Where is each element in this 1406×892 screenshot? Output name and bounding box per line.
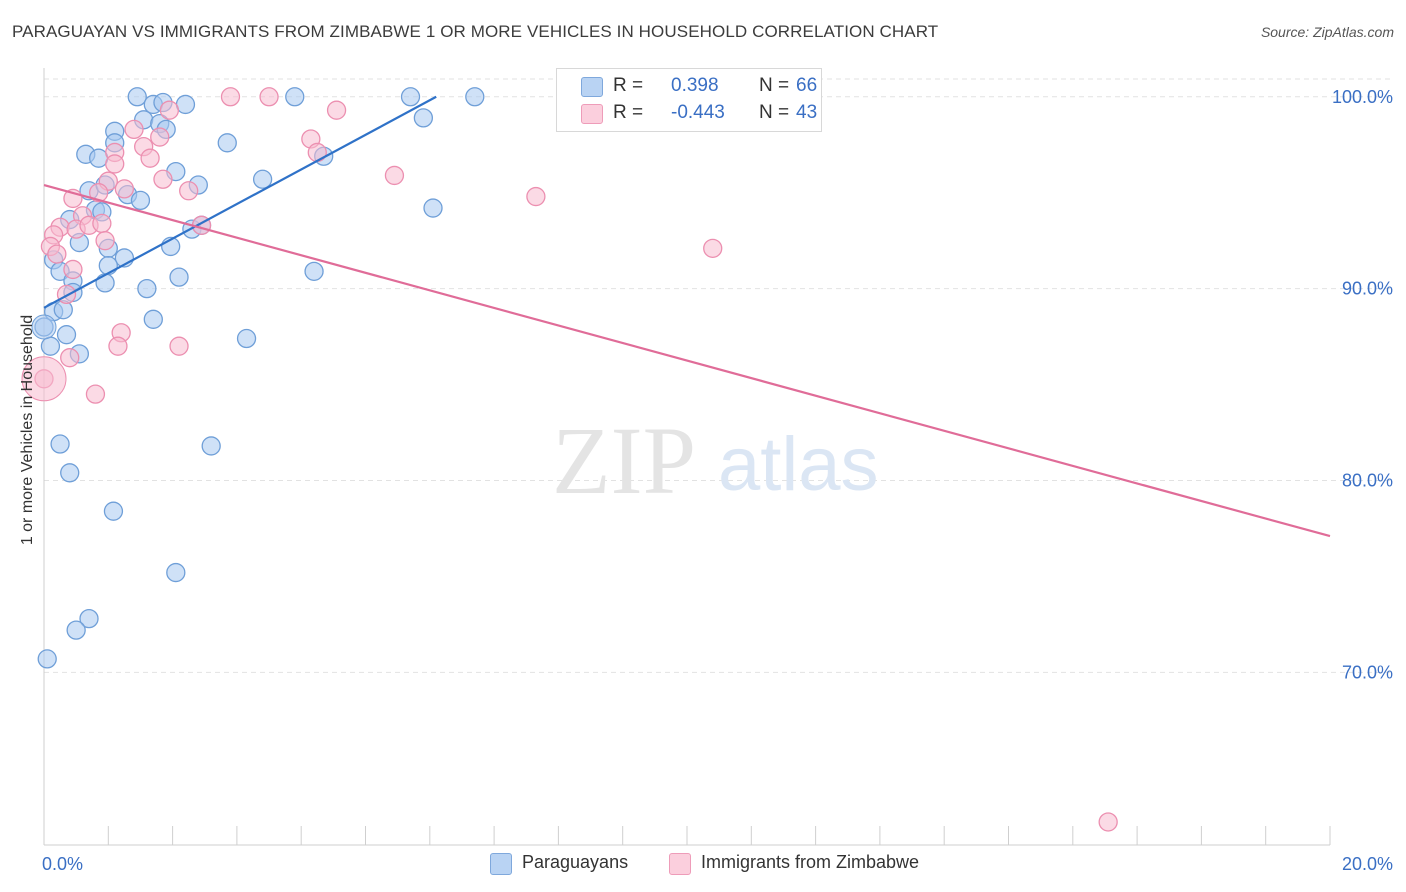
point-paraguayan <box>31 314 57 340</box>
point-paraguayan <box>400 87 421 107</box>
point-paraguayan <box>413 108 434 128</box>
point-zimbabwe <box>124 119 144 140</box>
point-zimbabwe <box>89 183 109 203</box>
trend-layer <box>43 95 1331 538</box>
point-zimbabwe <box>220 87 241 107</box>
point-paraguayan <box>175 94 196 115</box>
point-zimbabwe <box>114 179 135 199</box>
legend-r-value: 0.398 <box>671 75 719 96</box>
point-paraguayan <box>40 336 61 356</box>
legend-r-value: -0.443 <box>671 102 725 123</box>
point-zimbabwe <box>179 181 199 201</box>
point-zimbabwe <box>259 87 279 107</box>
legend-n-label: N = <box>759 75 790 96</box>
legend-swatch-pink <box>581 104 603 124</box>
y-tick-label: 70.0% <box>1342 662 1393 682</box>
x-tick-label: 20.0% <box>1342 854 1393 874</box>
point-zimbabwe <box>21 356 67 402</box>
bottom-legend-label: Paraguayans <box>522 852 629 872</box>
y-tick-label: 100.0% <box>1332 87 1393 107</box>
point-zimbabwe <box>63 259 83 280</box>
legend-n-label: N = <box>759 102 790 123</box>
point-paraguayan <box>89 148 109 168</box>
point-zimbabwe <box>60 348 80 368</box>
point-zimbabwe <box>47 244 67 264</box>
watermark-zip: ZIP <box>552 407 696 514</box>
y-tick-label: 90.0% <box>1342 279 1393 299</box>
chart-title: PARAGUAYAN VS IMMIGRANTS FROM ZIMBABWE 1… <box>12 22 939 41</box>
point-paraguayan <box>50 434 70 454</box>
point-zimbabwe <box>526 186 546 207</box>
point-paraguayan <box>201 436 221 456</box>
y-axis-label: 1 or more Vehicles in Household <box>19 314 36 546</box>
point-paraguayan <box>217 133 237 153</box>
point-zimbabwe <box>95 231 115 251</box>
legend-n-value: 43 <box>796 102 818 123</box>
point-paraguayan <box>465 87 485 107</box>
trend-line-paraguayans <box>43 95 437 309</box>
point-zimbabwe <box>159 100 180 120</box>
point-paraguayan <box>98 255 118 276</box>
bottom-legend-swatch-blue <box>490 853 512 875</box>
point-zimbabwe <box>56 284 77 305</box>
point-zimbabwe <box>703 238 723 258</box>
point-zimbabwe <box>153 169 173 189</box>
bottom-legend-swatch-pink <box>669 853 691 875</box>
point-paraguayan <box>137 278 157 299</box>
point-paraguayan <box>60 463 80 483</box>
source-label: Source: ZipAtlas.com <box>1260 24 1394 40</box>
legend-n-value: 66 <box>796 75 818 96</box>
point-paraguayan <box>423 198 443 218</box>
point-paraguayan <box>236 328 257 349</box>
point-paraguayan <box>37 649 57 669</box>
point-zimbabwe <box>105 154 125 174</box>
point-paraguayan <box>252 169 273 189</box>
x-tick-label: 0.0% <box>42 854 83 874</box>
trend-line-zimbabwe <box>43 183 1331 538</box>
point-paraguayan <box>66 620 86 640</box>
point-zimbabwe <box>150 127 170 147</box>
point-paraguayan <box>127 87 147 107</box>
point-zimbabwe <box>85 384 106 404</box>
y-axis-label-wrap: 1 or more Vehicles in Household <box>15 150 41 710</box>
point-zimbabwe <box>140 148 160 168</box>
point-zimbabwe <box>92 213 112 234</box>
legend-swatch-blue <box>581 77 603 97</box>
tick-labels: 70.0% 80.0% 90.0% 100.0% 0.0% 20.0% <box>42 87 1393 874</box>
point-zimbabwe <box>326 100 347 120</box>
legend-r-label: R = <box>613 102 644 123</box>
point-paraguayan <box>166 562 186 583</box>
grid-layer <box>44 78 1392 673</box>
point-zimbabwe <box>384 165 405 186</box>
point-paraguayan <box>285 87 305 107</box>
point-paraguayan <box>56 325 77 345</box>
bottom-legend-label: Immigrants from Zimbabwe <box>701 852 920 872</box>
point-zimbabwe <box>169 336 189 356</box>
point-zimbabwe <box>307 142 327 163</box>
point-paraguayan <box>103 501 124 521</box>
point-paraguayan <box>304 261 324 282</box>
y-tick-label: 80.0% <box>1342 470 1393 490</box>
watermark-atlas: atlas <box>718 422 879 507</box>
legend-r-label: R = <box>613 75 644 96</box>
point-zimbabwe <box>1098 812 1118 832</box>
point-paraguayan <box>95 273 115 293</box>
correlation-legend: R = 0.398 N = 66 R = -0.443 N = 43 <box>556 68 822 132</box>
point-paraguayan <box>79 608 99 629</box>
point-paraguayan <box>143 309 163 329</box>
axis-layer <box>43 68 1331 846</box>
point-zimbabwe <box>108 336 128 356</box>
point-paraguayan <box>169 267 189 287</box>
point-paraguayan <box>130 190 151 211</box>
